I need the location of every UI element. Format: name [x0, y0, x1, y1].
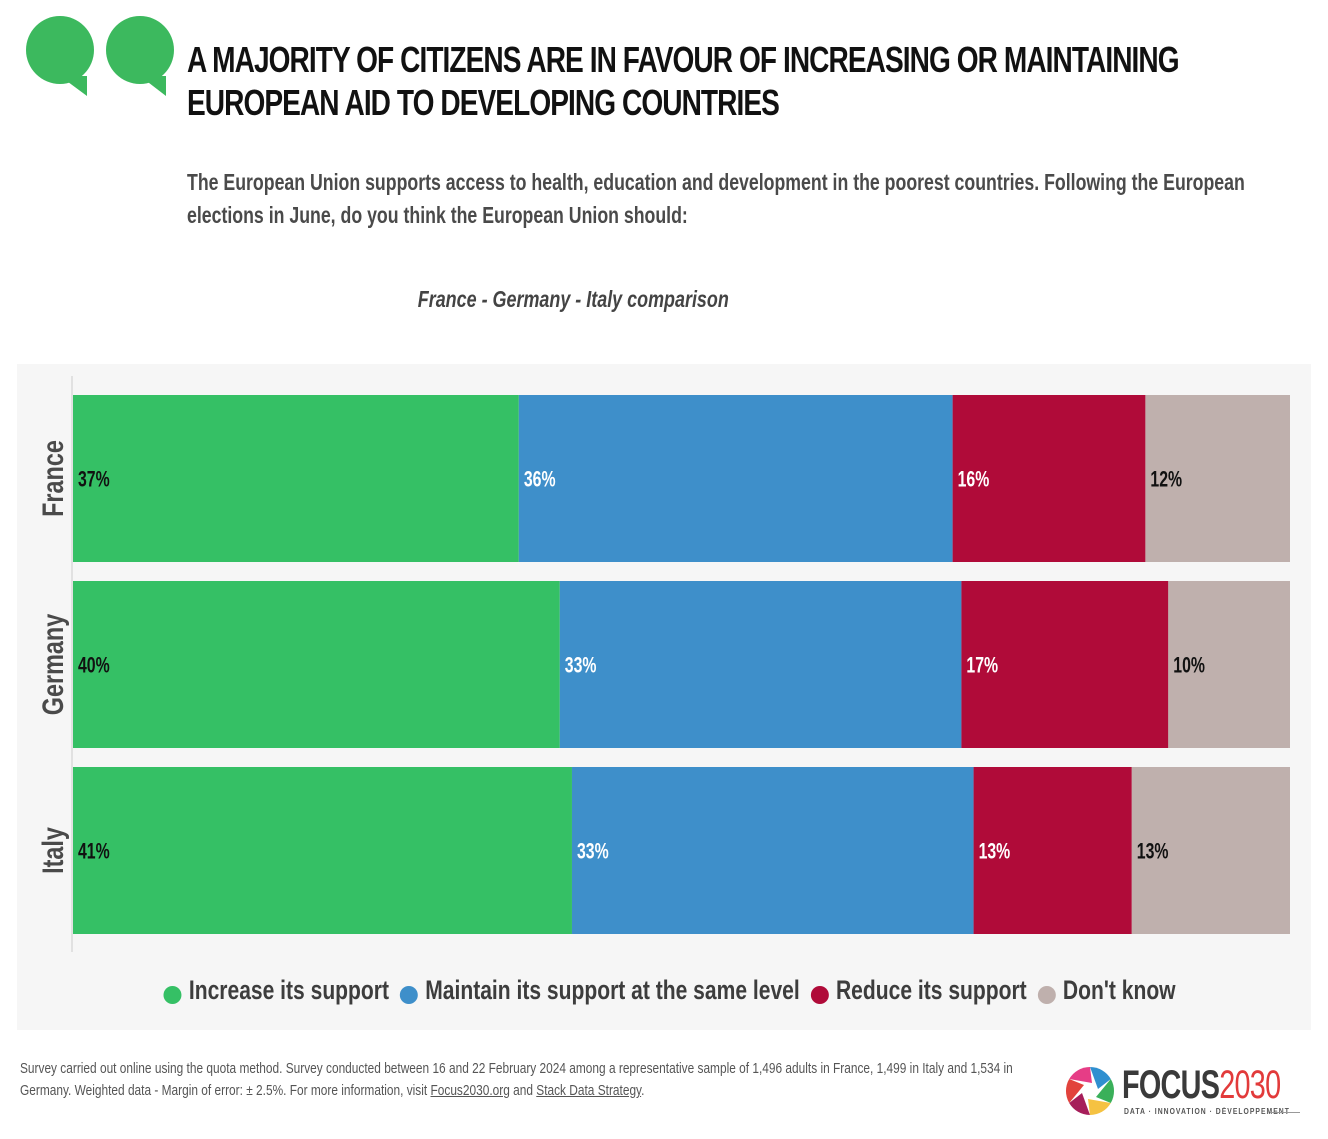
logo-rule [1270, 1112, 1300, 1113]
logo-word-focus: FOCUS [1122, 1063, 1220, 1107]
chart-panel: 37% 36% 16% 12% France 40% 33% 17% 10% Germany 41%… [17, 364, 1311, 1030]
legend-item-maintain: Maintain its support at the same level [399, 975, 800, 1006]
aperture-icon [1065, 1067, 1115, 1115]
footnote-end: . [641, 1083, 645, 1099]
bar-italy-reduce-its-support [973, 767, 1132, 934]
category-label-italy: Italy [36, 827, 69, 874]
bar-italy-don-t-know [1131, 767, 1290, 934]
bar-germany-don-t-know [1168, 581, 1290, 748]
legend-item-increase: Increase its support [163, 975, 389, 1006]
footnote-between: and [509, 1083, 537, 1099]
bar-france-maintain-its-support-at-the-same-level [518, 395, 953, 562]
bar-france-reduce-its-support [952, 395, 1146, 562]
page-title: A MAJORITY OF CITIZENS ARE IN FAVOUR OF … [187, 38, 1180, 124]
chart-title: France - Germany - Italy comparison [417, 286, 729, 312]
title-line-1: A MAJORITY OF CITIZENS ARE IN FAVOUR OF … [187, 39, 1180, 80]
title-line-2: EUROPEAN AID TO DEVELOPING COUNTRIES [187, 82, 780, 123]
legend-label-maintain: Maintain its support at the same level [425, 975, 800, 1005]
legend-label-increase: Increase its support [188, 975, 389, 1005]
bubble-right [106, 16, 174, 96]
bar-italy-increase-its-support [73, 767, 572, 934]
bar-france-increase-its-support [73, 395, 519, 562]
logo-tagline: DATA · INNOVATION · DÉVELOPPEMENT [1124, 1107, 1290, 1116]
data-label: 33% [565, 654, 597, 678]
legend-dot-maintain [399, 985, 418, 1004]
data-label: 37% [78, 468, 110, 492]
data-label: 33% [577, 840, 609, 864]
legend-label-reduce: Reduce its support [835, 975, 1027, 1005]
data-label: 41% [78, 840, 110, 864]
data-label: 17% [966, 654, 998, 678]
data-label: 13% [979, 840, 1011, 864]
legend-dot-reduce [810, 985, 829, 1004]
data-label: 16% [958, 468, 990, 492]
data-label: 10% [1173, 654, 1205, 678]
footnote: Survey carried out online using the quot… [20, 1058, 1020, 1102]
bar-germany-maintain-its-support-at-the-same-level [559, 581, 962, 748]
bar-germany-reduce-its-support [961, 581, 1169, 748]
legend-dot-increase [163, 985, 182, 1004]
bar-france-don-t-know [1145, 395, 1290, 562]
bubble-left [26, 16, 94, 96]
bar-italy-maintain-its-support-at-the-same-level [571, 767, 974, 934]
legend-dot-dont-know [1037, 985, 1056, 1004]
question-text: The European Union supports access to he… [187, 169, 1245, 228]
focus2030-logo[interactable]: FOCUS2030 DATA · INNOVATION · DÉVELOPPEM… [1064, 1063, 1304, 1123]
data-label: 13% [1137, 840, 1169, 864]
bar-germany-increase-its-support [73, 581, 560, 748]
category-label-germany: Germany [36, 614, 69, 715]
logo-word-2030: 2030 [1219, 1063, 1281, 1107]
stacked-bar-chart: 37% 36% 16% 12% France 40% 33% 17% 10% Germany 41%… [36, 376, 1290, 952]
legend-label-dont-know: Don't know [1062, 975, 1176, 1005]
legend-item-reduce: Reduce its support [810, 975, 1027, 1006]
logo-wordmark: FOCUS2030 [1122, 1063, 1281, 1108]
stack-data-strategy-link[interactable]: Stack Data Strategy [536, 1083, 642, 1099]
speech-bubbles-icon [26, 16, 174, 96]
data-label: 36% [524, 468, 556, 492]
footnote-text: Survey carried out online using the quot… [20, 1061, 1013, 1099]
data-label: 12% [1150, 468, 1182, 492]
legend-item-dont-know: Don't know [1037, 975, 1176, 1006]
focus2030-link[interactable]: Focus2030.org [430, 1083, 510, 1099]
data-label: 40% [78, 654, 110, 678]
legend: Increase its support Maintain its suppor… [17, 975, 1311, 1009]
category-label-france: France [36, 440, 69, 517]
